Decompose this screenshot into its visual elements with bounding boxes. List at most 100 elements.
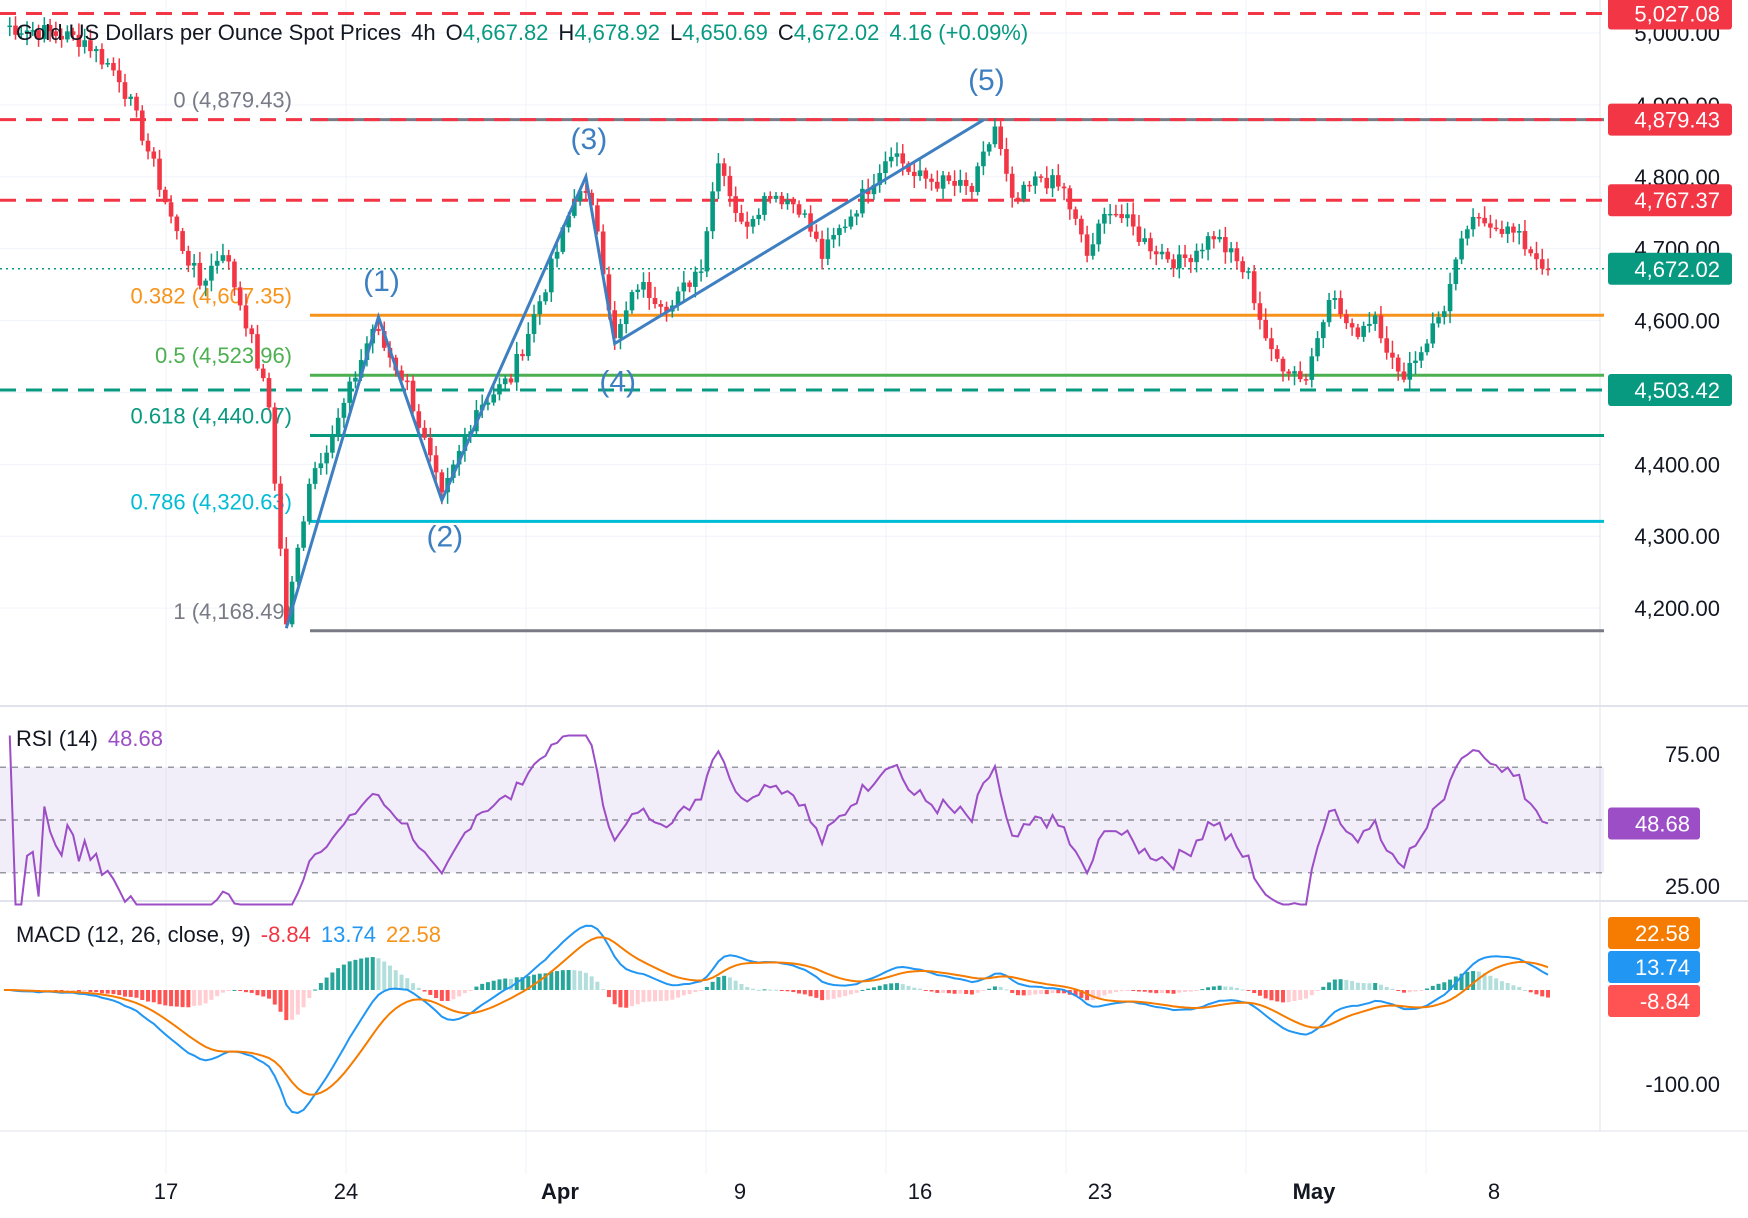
candle-body [30,30,36,32]
macd-hist-bar [727,977,732,990]
macd-hist-bar [687,990,692,995]
macd-signal-line [3,936,1549,1096]
macd-hist-bar [232,989,237,991]
macd-hist-bar [808,990,813,997]
fib-level-label: 1 (4,168.49) [173,599,292,624]
macd-hist-bar [1142,990,1147,992]
candle-body [439,472,445,493]
candle-body [1211,236,1217,240]
candle-body [168,202,174,217]
candle-body [295,547,301,582]
fib-level-label: 0.618 (4,440.07) [131,404,292,429]
candle-body [842,226,848,229]
macd-hist-bar [1165,990,1170,994]
macd-hist-bar [981,990,986,991]
macd-hist-bar [681,990,686,996]
macd-hist-bar [422,990,427,992]
macd-hist-bar [860,989,865,991]
macd-hist-bar [94,990,99,993]
macd-hist-bar [1436,983,1441,990]
macd-hist-bar [1275,990,1280,1002]
candle-body [1119,213,1124,219]
candle-body [721,163,727,176]
candle-body [1084,234,1090,256]
macd-hist-bar [1499,981,1504,990]
macd-hist-bar [1315,990,1320,992]
rsi-legend: RSI (14) 48.68 [16,726,173,752]
candle-body [796,204,802,215]
macd-hist-bar [1350,981,1355,990]
candle-body [1021,184,1027,199]
macd-hist-bar [987,988,992,990]
macd-hist-bar [964,990,969,994]
candle-body [1499,228,1505,234]
candle-body [47,25,53,32]
high-label: H [558,20,575,45]
macd-hist-bar [1010,990,1015,993]
price-axis-tick: 4,300.00 [1634,524,1720,549]
candle-body [1413,360,1418,364]
macd-hist-bar [1327,982,1332,990]
candle-body [491,394,497,403]
interval-label[interactable]: 4h [411,20,436,45]
candle-body [266,378,272,408]
candle-body [808,213,813,232]
candle-body [1038,176,1044,178]
open-value: 4,667.82 [462,20,549,45]
macd-hist-bar [1131,990,1136,991]
candle-body [589,192,594,206]
macd-hist-bar [1033,990,1038,995]
candle-body [1148,238,1153,252]
macd-hist-bar [1494,978,1499,990]
symbol-title[interactable]: Gold US Dollars per Ounce Spot Prices [16,20,402,45]
candle-body [572,201,577,216]
candle-body [894,153,900,157]
candle-body [191,262,197,266]
macd-hist-bar [330,972,335,990]
macd-hist-bar [676,990,681,998]
candle-body [566,215,571,228]
macd-hist-bar [733,980,738,990]
macd-hist-bar [750,988,755,990]
macd-hist-bar [1384,987,1389,990]
candle-body [1176,254,1182,269]
rsi-axis-tick: 75.00 [1665,742,1720,767]
candle-body [1326,300,1332,323]
candle-body [307,483,312,522]
candle-body [629,292,635,311]
macd-hist-bar [877,985,882,990]
candle-body [1516,230,1522,233]
candle-body [139,110,145,141]
price-label-badge [1608,0,1732,30]
macd-hist-bar [249,990,254,993]
macd-hist-bar [797,990,802,994]
time-axis-tick: 17 [154,1179,178,1204]
macd-hist-bar [658,990,663,1001]
candle-body [877,173,883,185]
rsi-title[interactable]: RSI (14) [16,726,98,751]
candle-body [825,239,831,259]
candle-body [1182,254,1188,258]
candle-body [1096,223,1101,245]
candle-body [641,282,646,290]
macd-hist-bar [1263,990,1268,999]
macd-hist-bar [1304,990,1309,999]
candle-body [283,548,289,625]
macd-hist-bar [837,990,842,998]
candle-body [525,333,531,357]
macd-hist-bar [653,990,658,1002]
macd-histogram-value: -8.84 [260,922,311,947]
candle-body [186,250,191,266]
candle-body [946,175,952,181]
elliott-wave-label: (5) [968,64,1005,97]
macd-hist-bar [693,990,698,993]
candle-body [756,214,762,219]
macd-hist-bar [1148,990,1153,993]
macd-hist-bar [382,961,387,990]
candle-body [658,304,664,307]
macd-hist-bar [434,990,439,999]
macd-title[interactable]: MACD (12, 26, close, 9) [16,922,251,947]
candle-body [785,200,790,205]
candle-body [237,287,243,306]
